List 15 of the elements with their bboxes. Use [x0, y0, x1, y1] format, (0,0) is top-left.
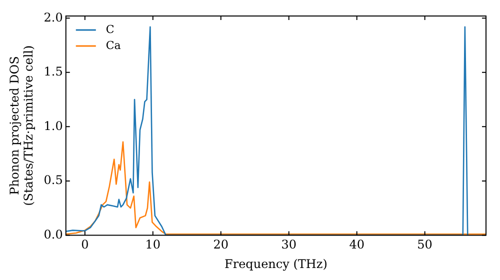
- x-tick-label: 30: [281, 238, 296, 252]
- y-tick-label: 0.5: [44, 173, 63, 188]
- x-tick-label: 0: [81, 238, 89, 252]
- x-tick-label: 20: [213, 238, 229, 252]
- y-tick-label: 0.0: [44, 227, 63, 242]
- x-tick-label: 50: [417, 238, 432, 252]
- y-axis-title: Phonon projected DOS (States/THz·primitive cell): [7, 45, 36, 206]
- x-tick-label: 40: [349, 238, 364, 252]
- y-tick-label: 1.5: [44, 64, 63, 79]
- y-tick-label: 2.0: [44, 10, 63, 24]
- x-tick-label: 10: [145, 238, 161, 252]
- legend-label: Ca: [106, 38, 122, 52]
- legend-label: C: [106, 22, 114, 36]
- y-tick-label: 1.0: [44, 118, 63, 133]
- x-axis-title: Frequency (THz): [224, 256, 328, 271]
